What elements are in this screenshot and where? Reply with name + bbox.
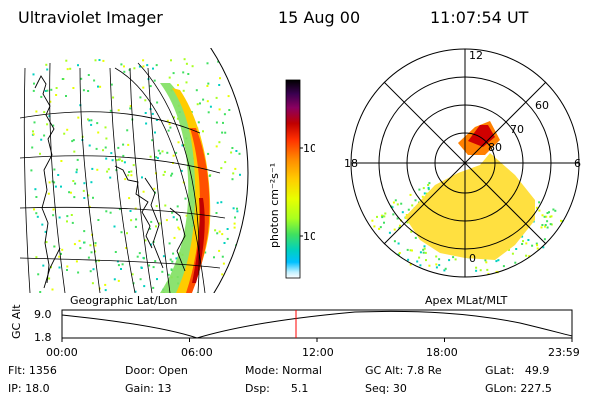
- timeline-ytick-bottom: 1.8: [34, 331, 52, 344]
- left-map-caption: Geographic Lat/Lon: [70, 294, 178, 307]
- polar-plot: 12 18 6 0 60 70 80: [344, 48, 581, 278]
- timeline-ticks: [61, 338, 573, 342]
- timeline-ytick-top: 9.0: [34, 308, 52, 321]
- timeline-axis-label: GC Alt: [10, 304, 23, 339]
- timeline-frame: [61, 309, 573, 339]
- aurora-band-core: [192, 198, 205, 283]
- right-map-caption: Apex MLat/MLT: [425, 294, 508, 307]
- timeline-xtick-2359: 23:59: [548, 346, 580, 359]
- dsp-value: Dsp: 5.1: [245, 382, 309, 395]
- mlt-0: 0: [469, 252, 476, 265]
- mlat-70: 70: [510, 123, 524, 136]
- aurora-band-inner: [186, 128, 210, 293]
- image-date: 15 Aug 00: [278, 8, 361, 27]
- mlt-12: 12: [469, 49, 483, 62]
- mode-value: Mode: Normal: [245, 364, 322, 377]
- globe-limb: [210, 48, 249, 293]
- colorbar-tick-100: 100: [303, 142, 315, 155]
- door-status: Door: Open: [125, 364, 188, 377]
- colorbar-label: photon cm⁻²s⁻¹: [268, 163, 281, 248]
- altitude-timeline: GC Alt 9.0 1.8 00:00 06:00 12:00 18:00 2…: [10, 304, 580, 359]
- timeline-xtick-0600: 06:00: [181, 346, 213, 359]
- polar-aurora-yellow: [405, 153, 535, 260]
- polar-aurora-red: [468, 125, 495, 147]
- meridian-diag-2: [383, 81, 547, 245]
- aurora-speckle: [30, 58, 241, 293]
- ip-value: IP: 18.0: [8, 382, 50, 395]
- seq-value: Seq: 30: [365, 382, 407, 395]
- timeline-xtick-0000: 00:00: [46, 346, 78, 359]
- altitude-curve: [61, 310, 573, 339]
- gc-alt-value: GC Alt: 7.8 Re: [365, 364, 442, 377]
- glat-value: GLat: 49.9: [485, 364, 550, 377]
- mlat-80: 80: [488, 141, 502, 154]
- coastline: [34, 75, 186, 289]
- color-bar: 100 10 photon cm⁻²s⁻¹: [268, 79, 315, 279]
- mlt-18: 18: [344, 157, 358, 170]
- geographic-map: [20, 48, 249, 293]
- flt-value: Flt: 1356: [8, 364, 57, 377]
- mlat-60: 60: [535, 99, 549, 112]
- colorbar-tick-10: 10: [303, 230, 315, 243]
- image-time: 11:07:54 UT: [430, 8, 529, 27]
- timeline-xtick-1800: 18:00: [426, 346, 458, 359]
- mlt-6: 6: [574, 157, 581, 170]
- timeline-xtick-1200: 12:00: [302, 346, 334, 359]
- image-title: Ultraviolet Imager: [18, 8, 163, 27]
- graticule: [20, 62, 226, 293]
- glon-value: GLon: 227.5: [485, 382, 552, 395]
- gain-value: Gain: 13: [125, 382, 172, 395]
